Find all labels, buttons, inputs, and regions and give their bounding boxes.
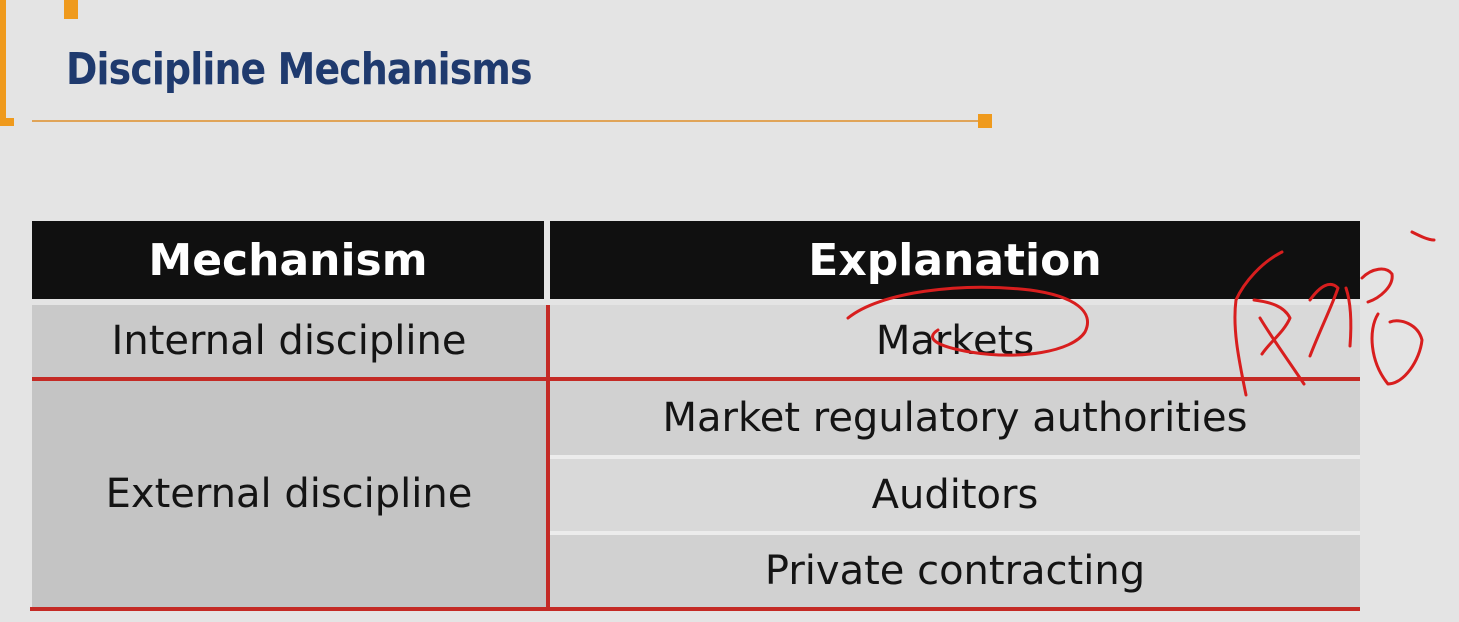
accent-marker-top [64,0,78,19]
header-explanation: Explanation [550,221,1360,299]
ink-glyph-stroke [1410,230,1436,242]
cell-explanation-markets: Markets [550,305,1360,377]
cell-mechanism-external: External discipline [32,381,546,607]
accent-bracket-inner [6,0,14,118]
cell-mechanism-internal: Internal discipline [32,305,546,377]
cell-explanation-auditors: Auditors [550,459,1360,531]
ink-glyph-stroke [1370,312,1424,386]
ink-glyph-stroke [1360,267,1394,304]
table-bottom-rule [30,607,1360,611]
title-underline [32,120,982,122]
column-divider [546,305,550,607]
title-underline-end-marker [978,114,992,128]
section-divider [32,377,1360,381]
slide-title: Discipline Mechanisms [66,44,533,95]
cell-explanation-regulators: Market regulatory authorities [550,381,1360,455]
header-mechanism: Mechanism [32,221,544,299]
cell-explanation-private-contracting: Private contracting [550,535,1360,607]
row-divider [550,455,1360,459]
row-divider [550,531,1360,535]
